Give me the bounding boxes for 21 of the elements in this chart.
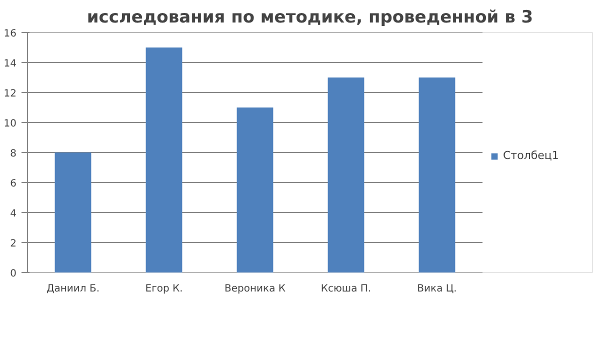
- y-tick-label: 16: [4, 28, 17, 40]
- bar: [418, 78, 456, 272]
- chart-title: исследования по методике, проведенной в 3: [86, 8, 534, 28]
- bar: [328, 78, 364, 272]
- bar: [54, 152, 92, 272]
- bar: [146, 48, 182, 272]
- legend-label: Столбец1: [503, 149, 559, 162]
- bar: [236, 108, 274, 272]
- y-tick-label: 6: [10, 178, 17, 190]
- y-tick-label: 10: [4, 118, 17, 130]
- x-tick-label: Вика Ц.: [417, 284, 457, 294]
- x-tick-label: Егор К.: [145, 284, 183, 294]
- y-tick-label: 4: [10, 208, 17, 220]
- x-tick-label: Ксюша П.: [320, 284, 372, 294]
- x-tick-label: Даниил Б.: [46, 284, 100, 294]
- y-tick-label: 12: [4, 88, 17, 100]
- y-tick-label: 2: [10, 238, 17, 250]
- y-tick-label: 0: [10, 268, 17, 280]
- y-tick-label: 14: [4, 58, 17, 70]
- x-tick-label: Вероника К: [224, 284, 286, 294]
- y-tick-label: 8: [10, 148, 17, 160]
